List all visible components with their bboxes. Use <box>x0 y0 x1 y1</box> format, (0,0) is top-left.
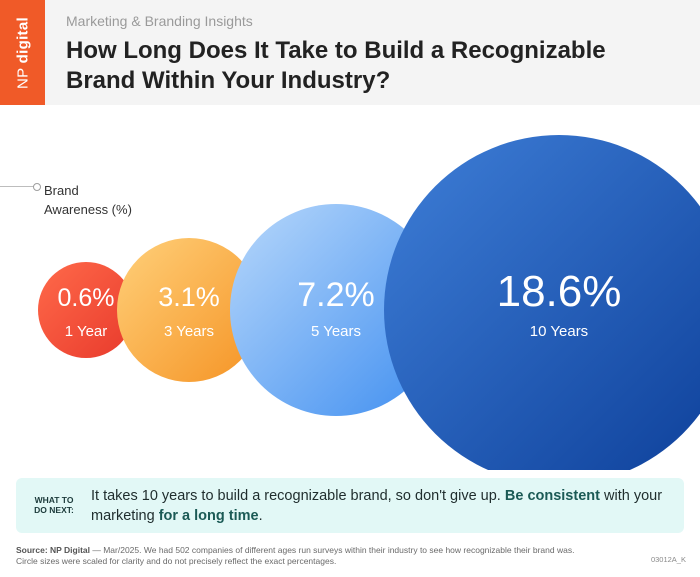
value-label-1-year: 0.6% <box>58 284 115 312</box>
callout-text-e: . <box>258 508 263 524</box>
callout-emphasis-1: Be consistent <box>504 488 600 504</box>
value-label-10-years: 18.6% <box>497 267 622 316</box>
category-label-3-years: 3 Years <box>164 323 214 340</box>
callout-text-c: with your marketing <box>91 488 663 524</box>
footer-code: 03012A_K <box>650 555 686 564</box>
bubble-10-years <box>384 135 700 470</box>
bubble-3-years <box>117 238 261 382</box>
callout-tag-line-1: WHAT TO <box>34 495 74 505</box>
bubble-1-year <box>38 262 134 358</box>
header: NP digital Marketing & Branding Insights… <box>0 0 700 105</box>
kicker: Marketing & Branding Insights <box>66 13 253 29</box>
legend-label: Brand Awareness (%) <box>44 181 164 219</box>
title-line-1: How Long Does It Take to Build a Recogni… <box>66 37 606 64</box>
footer-source-line: Source: NP Digital — Mar/2025. We had 50… <box>16 545 616 556</box>
brand-logo: NP digital <box>0 0 45 105</box>
title-line-2: Brand Within Your Industry? <box>66 67 391 94</box>
legend-line-2: Awareness (%) <box>44 202 132 217</box>
callout-emphasis-2: for a long time <box>158 508 259 524</box>
brand-name-np: NP <box>14 67 31 89</box>
bubble-chart: 0.6% 1 Year 3.1% 3 Years 7.2% 5 Years 18.6% 10 … <box>38 135 700 470</box>
legend-dot <box>33 183 41 191</box>
category-label-10-years: 10 Years <box>530 323 588 340</box>
legend-line-1: Brand <box>44 183 79 198</box>
bubble-5-years <box>230 204 442 416</box>
value-label-3-years: 3.1% <box>158 282 220 312</box>
footer-source-text: — Mar/2025. We had 502 companies of diff… <box>90 545 575 555</box>
value-label-5-years: 7.2% <box>297 276 375 314</box>
footer-note: Source: NP Digital — Mar/2025. We had 50… <box>16 545 616 567</box>
brand-logo-text: NP digital <box>14 17 31 89</box>
category-label-5-years: 5 Years <box>311 323 361 340</box>
category-label-1-year: 1 Year <box>65 323 108 340</box>
footer-line-2: Circle sizes were scaled for clarity and… <box>16 556 337 566</box>
legend-line <box>0 186 34 187</box>
footer-source-label: Source: NP Digital <box>16 545 90 555</box>
callout-text: It takes 10 years to build a recognizabl… <box>91 486 676 526</box>
what-to-do-next-callout: WHAT TO DO NEXT: It takes 10 years to bu… <box>16 478 684 533</box>
page-title: How Long Does It Take to Build a Recogni… <box>66 36 676 96</box>
brand-name-digital: digital <box>14 16 31 63</box>
callout-tag: WHAT TO DO NEXT: <box>32 495 76 515</box>
callout-text-a: It takes 10 years to build a recognizabl… <box>91 488 501 504</box>
callout-tag-line-2: DO NEXT: <box>34 505 74 515</box>
